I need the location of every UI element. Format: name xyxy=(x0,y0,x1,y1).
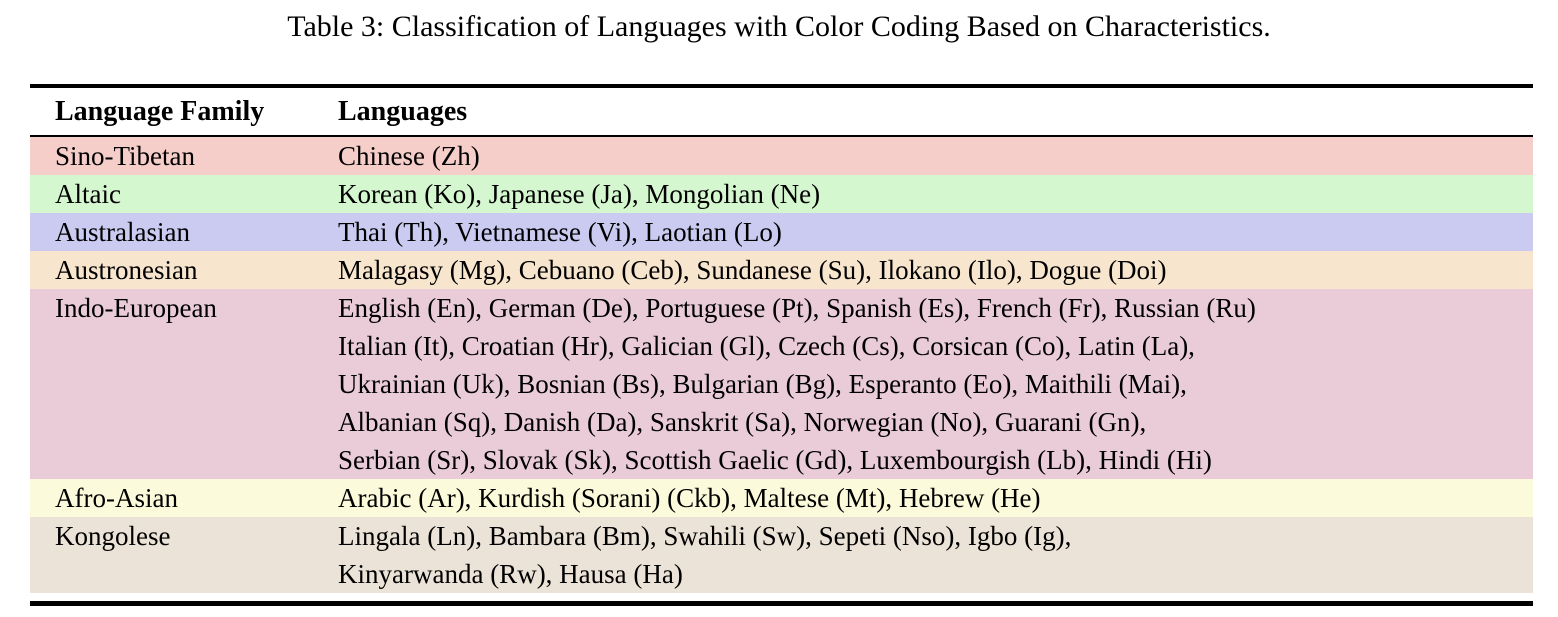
languages-cell: Malagasy (Mg), Cebuano (Ceb), Sundanese … xyxy=(338,251,1533,289)
table-caption: Table 3: Classification of Languages wit… xyxy=(287,10,1271,43)
table-row-kongolese: Kongolese Lingala (Ln), Bambara (Bm), Sw… xyxy=(30,517,1533,593)
table-row-australasian: Australasian Thai (Th), Vietnamese (Vi),… xyxy=(30,213,1533,251)
languages-cell: Arabic (Ar), Kurdish (Sorani) (Ckb), Mal… xyxy=(338,479,1533,517)
column-header-languages: Languages xyxy=(338,95,468,127)
language-line: Thai (Th), Vietnamese (Vi), Laotian (Lo) xyxy=(338,217,782,247)
language-line: Albanian (Sq), Danish (Da), Sanskrit (Sa… xyxy=(338,407,1147,437)
languages-cell: Chinese (Zh) xyxy=(338,137,1533,175)
language-line: Malagasy (Mg), Cebuano (Ceb), Sundanese … xyxy=(338,255,1167,285)
language-line: Arabic (Ar), Kurdish (Sorani) (Ckb), Mal… xyxy=(338,483,1041,513)
family-cell: Sino-Tibetan xyxy=(55,141,196,171)
language-line: Italian (It), Croatian (Hr), Galician (G… xyxy=(338,331,1195,361)
family-cell: Kongolese xyxy=(55,521,171,551)
column-header-language-family: Language Family xyxy=(55,95,265,127)
languages-cell: Thai (Th), Vietnamese (Vi), Laotian (Lo) xyxy=(338,213,1533,251)
family-cell: Austronesian xyxy=(55,255,198,285)
table-row-sino-tibetan: Sino-Tibetan Chinese (Zh) xyxy=(30,137,1533,175)
language-line: Lingala (Ln), Bambara (Bm), Swahili (Sw)… xyxy=(338,521,1072,551)
table-header-row: Language Family Languages xyxy=(30,88,1533,137)
language-line: Ukrainian (Uk), Bosnian (Bs), Bulgarian … xyxy=(338,369,1187,399)
bottom-rule xyxy=(30,601,1533,606)
table-row-afro-asian: Afro-Asian Arabic (Ar), Kurdish (Sorani)… xyxy=(30,479,1533,517)
family-cell: Afro-Asian xyxy=(55,483,178,513)
family-cell: Indo-European xyxy=(55,293,217,323)
table-row-austronesian: Austronesian Malagasy (Mg), Cebuano (Ceb… xyxy=(30,251,1533,289)
language-line: Chinese (Zh) xyxy=(338,141,480,171)
table-row-altaic: Altaic Korean (Ko), Japanese (Ja), Mongo… xyxy=(30,175,1533,213)
language-line: Korean (Ko), Japanese (Ja), Mongolian (N… xyxy=(338,179,821,209)
language-line: English (En), German (De), Portuguese (P… xyxy=(338,293,1256,323)
table-row-indo-european: Indo-European English (En), German (De),… xyxy=(30,289,1533,479)
family-cell: Altaic xyxy=(55,179,121,209)
language-line: Serbian (Sr), Slovak (Sk), Scottish Gael… xyxy=(338,445,1212,475)
languages-cell: Korean (Ko), Japanese (Ja), Mongolian (N… xyxy=(338,175,1533,213)
languages-cell: Lingala (Ln), Bambara (Bm), Swahili (Sw)… xyxy=(338,517,1533,593)
languages-cell: English (En), German (De), Portuguese (P… xyxy=(338,289,1533,479)
language-line: Kinyarwanda (Rw), Hausa (Ha) xyxy=(338,559,683,589)
languages-table: Language Family Languages Sino-Tibetan C… xyxy=(30,84,1533,606)
top-rule xyxy=(30,84,1533,88)
family-cell: Australasian xyxy=(55,217,190,247)
